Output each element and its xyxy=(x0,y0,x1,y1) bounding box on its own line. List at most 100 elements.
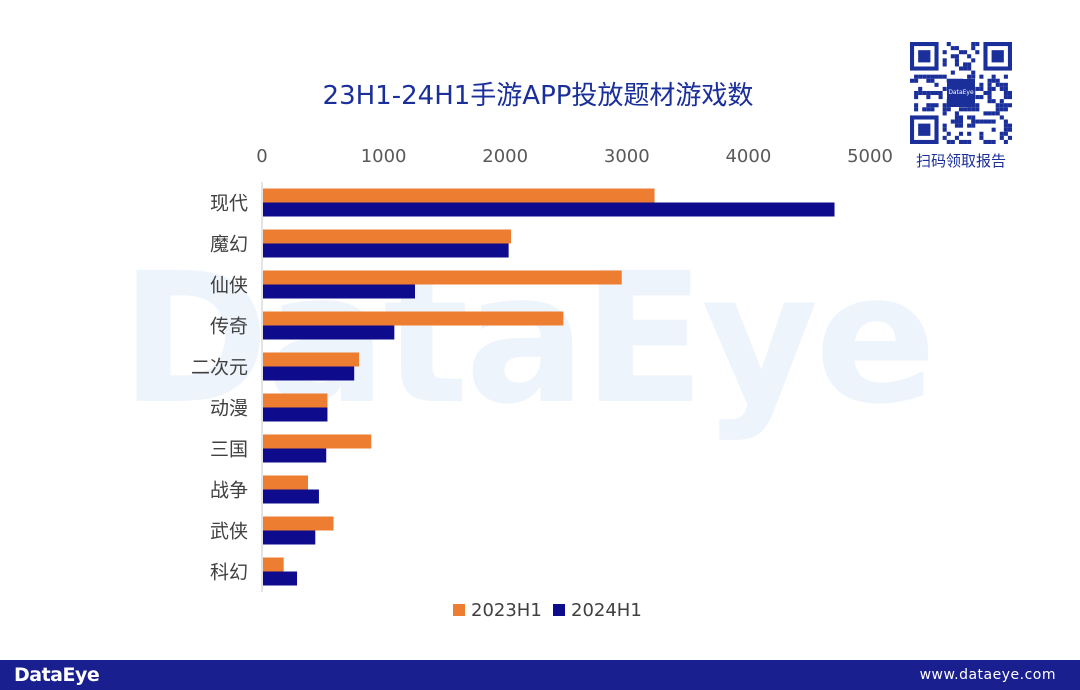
bar-2024H1-5 xyxy=(263,407,328,422)
qr-module xyxy=(967,54,972,59)
qr-module xyxy=(995,103,1000,108)
category-label: 传奇 xyxy=(210,316,248,338)
qr-module xyxy=(954,135,959,140)
qr-module xyxy=(942,127,947,132)
qr-module xyxy=(991,127,996,132)
x-tick-label: 4000 xyxy=(725,146,771,167)
qr-module xyxy=(942,123,947,128)
qr-module xyxy=(914,74,919,79)
x-axis-ticks: 0 1000 2000 3000 4000 5000 xyxy=(256,146,893,167)
qr-module xyxy=(999,86,1004,91)
bar-2023H1-0 xyxy=(263,188,655,203)
x-tick-label: 5000 xyxy=(847,146,893,167)
bar-2024H1-3 xyxy=(263,325,395,340)
qr-module xyxy=(983,119,988,124)
qr-module xyxy=(950,70,955,75)
qr-module xyxy=(975,95,980,100)
qr-module xyxy=(942,103,947,108)
qr-module xyxy=(963,66,968,71)
qr-module xyxy=(958,119,964,124)
qr-module xyxy=(930,90,935,96)
qr-module xyxy=(967,123,972,128)
qr-module xyxy=(991,99,996,104)
legend: 2023H1 2024H1 xyxy=(453,600,642,621)
legend-swatch-2023H1 xyxy=(453,604,465,616)
qr-module xyxy=(971,70,976,75)
bar-2024H1-8 xyxy=(263,530,316,545)
qr-module xyxy=(987,82,992,87)
qr-module xyxy=(914,78,919,83)
qr-module xyxy=(950,46,955,51)
category-label: 仙侠 xyxy=(210,275,248,297)
category-label: 科幻 xyxy=(210,562,248,584)
qr-module xyxy=(979,86,984,91)
bar-2023H1-5 xyxy=(263,393,328,408)
qr-module xyxy=(987,95,992,100)
qr-module xyxy=(971,119,976,124)
qr-module xyxy=(987,99,992,104)
qr-module xyxy=(942,50,947,55)
qr-module xyxy=(975,42,980,47)
qr-module xyxy=(926,95,931,100)
qr-module xyxy=(958,66,964,71)
qr-module xyxy=(987,86,992,91)
qr-module xyxy=(971,46,976,51)
qr-module xyxy=(938,74,943,79)
bar-2024H1-7 xyxy=(263,489,319,504)
qr-module xyxy=(983,111,988,116)
bar-2024H1-2 xyxy=(263,284,415,299)
legend-label: 2023H1 xyxy=(471,600,542,621)
qr-module xyxy=(954,62,959,67)
qr-module xyxy=(910,78,915,83)
qr-module xyxy=(983,139,988,144)
qr-module xyxy=(954,46,959,51)
qr-module xyxy=(1003,86,1008,91)
qr-module xyxy=(1003,131,1008,136)
category-label: 魔幻 xyxy=(210,234,248,256)
category-label: 现代 xyxy=(210,193,248,215)
qr-module xyxy=(1003,139,1008,144)
qr-module xyxy=(963,50,968,55)
qr-module xyxy=(995,82,1000,87)
qr-module xyxy=(979,95,984,100)
bar-2023H1-9 xyxy=(263,557,284,572)
qr-module xyxy=(1003,95,1008,100)
bar-2023H1-7 xyxy=(263,475,308,490)
qr-module xyxy=(958,131,964,136)
qr-module xyxy=(987,139,992,144)
footer-logo: DataEye xyxy=(14,664,100,686)
qr-module xyxy=(991,86,996,91)
qr-module xyxy=(914,103,919,108)
qr-module xyxy=(914,107,919,112)
qr-module xyxy=(967,74,972,79)
qr-module xyxy=(995,78,1000,83)
qr-module xyxy=(954,111,959,116)
qr-code-pattern xyxy=(910,42,1012,144)
qr-module xyxy=(967,66,972,71)
footer-url[interactable]: www.dataeye.com xyxy=(919,667,1056,683)
qr-module xyxy=(938,90,943,96)
qr-module xyxy=(954,115,959,120)
qr-module xyxy=(914,95,919,100)
qr-module xyxy=(991,119,996,124)
qr-module xyxy=(1007,123,1012,128)
qr-module xyxy=(987,78,992,83)
qr-module xyxy=(922,90,927,96)
x-tick-label: 2000 xyxy=(482,146,528,167)
footer-bar: DataEye www.dataeye.com xyxy=(0,660,1080,690)
qr-module xyxy=(926,107,931,112)
qr-module xyxy=(995,111,1000,116)
qr-module xyxy=(934,74,939,79)
qr-module xyxy=(958,107,964,112)
qr-module xyxy=(922,74,927,79)
chart-title: 23H1-24H1手游APP投放题材游戏数 xyxy=(323,81,754,111)
qr-module xyxy=(987,90,992,96)
qr-module xyxy=(950,54,955,59)
qr-module xyxy=(934,103,939,108)
bar-2023H1-1 xyxy=(263,229,512,244)
qr-caption: 扫码领取报告 xyxy=(915,152,1006,170)
qr-module xyxy=(999,103,1004,108)
qr-module xyxy=(918,90,923,96)
qr-module xyxy=(1003,82,1008,87)
qr-module xyxy=(963,139,968,144)
